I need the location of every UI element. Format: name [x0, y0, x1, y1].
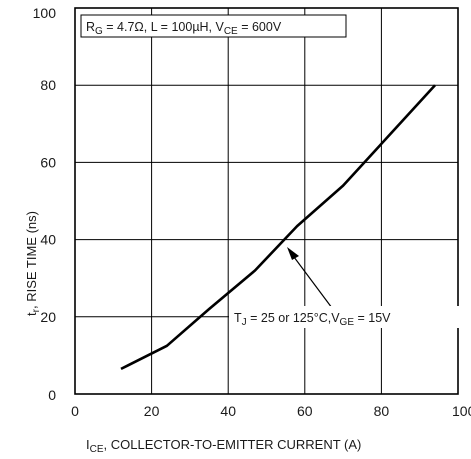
y-tick-label: 100 — [33, 5, 57, 21]
annotation-label: TJ = 25 or 125°C,VGE = 15V — [234, 311, 391, 328]
conditions-label: RG = 4.7Ω, L = 100µH, VCE = 600V — [86, 20, 282, 37]
y-tick-labels: 0 20 40 60 80 100 — [33, 5, 57, 403]
x-tick-label: 20 — [144, 403, 160, 419]
series-line-rise-time — [120, 84, 436, 371]
annotation-arrowhead — [287, 247, 299, 260]
y-tick-label: 80 — [40, 77, 56, 93]
plot-frame — [74, 7, 459, 395]
x-tick-label: 60 — [297, 403, 313, 419]
conditions-box — [80, 14, 347, 38]
grid — [75, 8, 458, 394]
y-tick-label: 40 — [40, 232, 56, 248]
x-tick-label: 40 — [220, 403, 236, 419]
x-tick-label: 80 — [374, 403, 390, 419]
y-tick-label: 60 — [40, 154, 56, 170]
annotation-leader — [290, 252, 336, 313]
y-axis-label: tr, RISE TIME (ns) — [24, 211, 42, 316]
x-tick-label: 100 — [452, 403, 471, 419]
y-tick-label: 20 — [40, 309, 56, 325]
annotation-background — [229, 306, 462, 328]
x-tick-label: 0 — [71, 403, 79, 419]
x-tick-labels: 0 20 40 60 80 100 — [71, 403, 471, 419]
y-tick-label: 0 — [48, 387, 56, 403]
x-axis-label: ICE, COLLECTOR-TO-EMITTER CURRENT (A) — [86, 437, 361, 455]
